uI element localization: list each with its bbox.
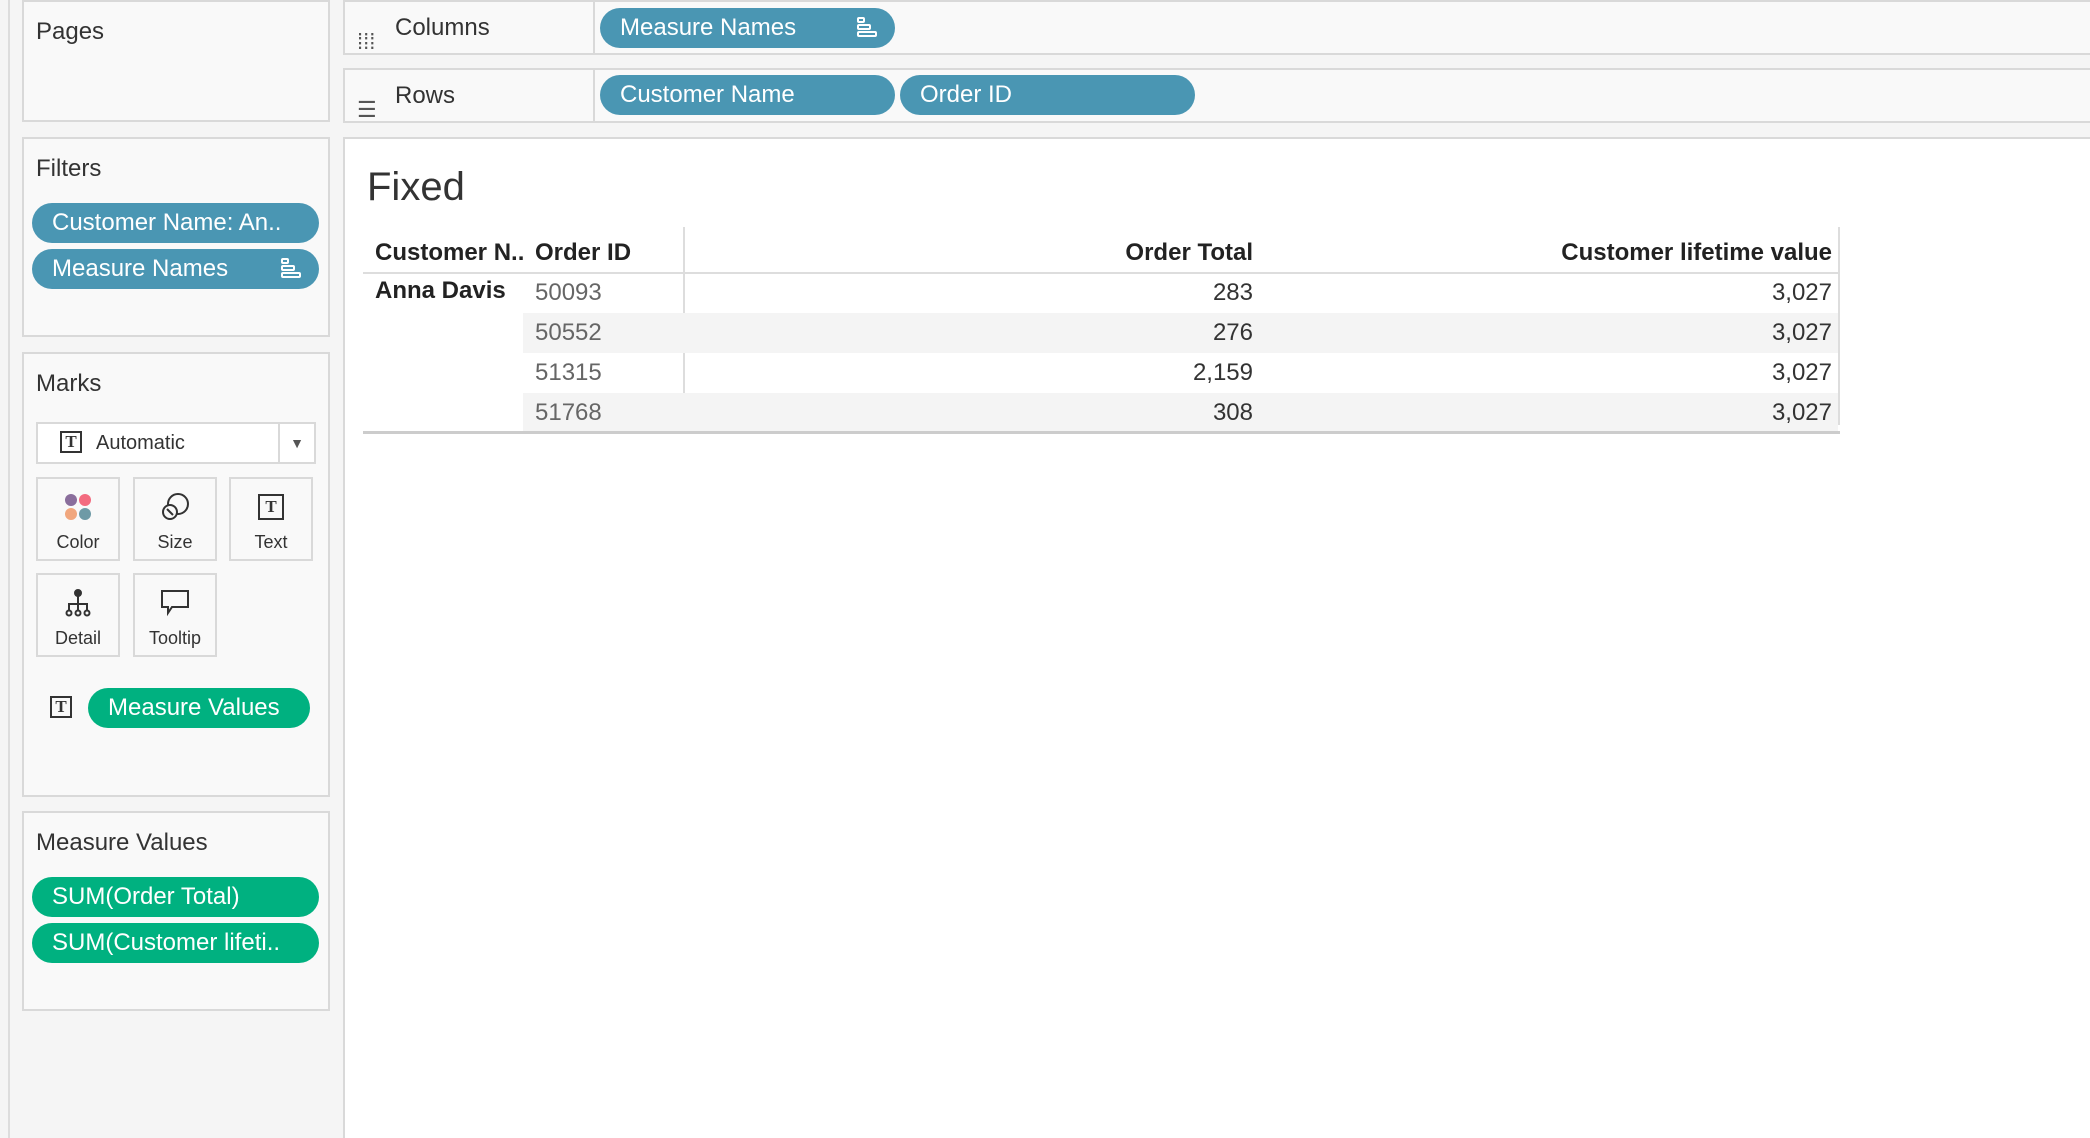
mark-type-dropdown[interactable]: T Automatic ▼	[36, 422, 316, 464]
tooltip-button[interactable]: Tooltip	[133, 573, 217, 657]
header-order-id[interactable]: Order ID	[535, 239, 632, 266]
filter-pill-label: Measure Names	[52, 255, 229, 282]
measure-pill-order-total[interactable]: SUM(Order Total)	[32, 877, 319, 917]
view-canvas: Fixed Customer N.. Order ID Order Total …	[343, 137, 2090, 1138]
detail-label: Detail	[54, 628, 102, 648]
text-icon: T	[231, 491, 311, 523]
clv-cell: 3,027	[1771, 319, 1832, 346]
columns-label: ⁞⁞⁞ Columns	[345, 2, 595, 54]
clv-cell: 3,027	[1771, 399, 1832, 426]
filters-title: Filters	[36, 155, 102, 182]
sort-icon	[281, 258, 301, 280]
filter-pill-measure-names[interactable]: Measure Names	[32, 249, 319, 289]
text-button[interactable]: T Text	[229, 477, 313, 561]
header-customer-name[interactable]: Customer N..	[375, 239, 525, 266]
customer-name-cell: Anna Davis	[375, 277, 506, 304]
color-button[interactable]: Color	[36, 477, 120, 561]
mark-type-value: Automatic	[96, 432, 185, 454]
sheet-title: Fixed	[367, 165, 465, 209]
text-mark-icon: T	[60, 431, 82, 453]
columns-icon: ⁞⁞⁞	[357, 29, 376, 54]
detail-icon	[38, 587, 118, 619]
columns-pill-measure-names[interactable]: Measure Names	[600, 8, 895, 48]
text-encoding-icon: T	[50, 696, 72, 718]
rows-icon: ☰	[357, 97, 377, 122]
order-total-cell: 308	[1212, 399, 1253, 426]
rows-label: ☰ Rows	[345, 70, 595, 122]
measure-pill-customer-lifetime[interactable]: SUM(Customer lifeti..	[32, 923, 319, 963]
rows-label-text: Rows	[395, 82, 456, 109]
order-id-cell: 51315	[535, 359, 602, 386]
pages-card[interactable]: Pages	[22, 0, 330, 122]
clv-cell: 3,027	[1771, 279, 1832, 306]
chevron-down-icon[interactable]: ▼	[278, 424, 314, 462]
pill-label: Measure Names	[620, 14, 797, 41]
size-label: Size	[157, 532, 193, 552]
clv-cell: 3,027	[1771, 359, 1832, 386]
columns-label-text: Columns	[395, 14, 490, 41]
header-customer-lifetime-value[interactable]: Customer lifetime value	[1561, 239, 1832, 266]
size-icon	[135, 491, 215, 523]
sort-icon	[857, 17, 877, 39]
pages-title: Pages	[36, 18, 105, 45]
side-strip	[0, 0, 10, 1138]
rows-pill-order-id[interactable]: Order ID	[900, 75, 1195, 115]
tooltip-icon	[135, 587, 215, 619]
measure-values-title: Measure Values	[36, 829, 208, 856]
color-icon	[38, 491, 118, 523]
measure-values-card: Measure Values SUM(Order Total) SUM(Cust…	[22, 811, 330, 1011]
measure-values-text-pill[interactable]: Measure Values	[88, 688, 310, 728]
color-label: Color	[56, 532, 100, 552]
filter-pill-customer-name[interactable]: Customer Name: An..	[32, 203, 319, 243]
marks-title: Marks	[36, 370, 102, 397]
order-id-cell: 50093	[535, 279, 602, 306]
rows-shelf[interactable]: ☰ Rows Customer Name Order ID	[343, 68, 2090, 123]
tooltip-label: Tooltip	[148, 628, 202, 648]
text-label: Text	[254, 532, 288, 552]
rows-pill-customer-name[interactable]: Customer Name	[600, 75, 895, 115]
columns-shelf[interactable]: ⁞⁞⁞ Columns Measure Names	[343, 0, 2090, 55]
header-order-total[interactable]: Order Total	[1125, 239, 1253, 266]
order-total-cell: 276	[1212, 319, 1253, 346]
order-id-cell: 50552	[535, 319, 602, 346]
order-total-cell: 2,159	[1192, 359, 1253, 386]
filters-card[interactable]: Filters Customer Name: An.. Measure Name…	[22, 137, 330, 337]
order-id-cell: 51768	[535, 399, 602, 426]
marks-card: Marks T Automatic ▼ Color Size T Text De…	[22, 352, 330, 797]
detail-button[interactable]: Detail	[36, 573, 120, 657]
order-total-cell: 283	[1212, 279, 1253, 306]
size-button[interactable]: Size	[133, 477, 217, 561]
